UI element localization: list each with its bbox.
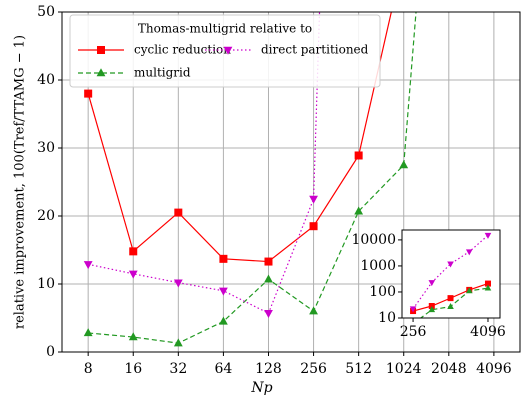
legend-label: multigrid xyxy=(134,66,191,80)
x-tick-label: 1024 xyxy=(386,361,422,377)
marker xyxy=(129,247,138,256)
y-tick-label: 30 xyxy=(37,140,55,156)
x-tick-label: 2048 xyxy=(431,361,467,377)
marker xyxy=(83,261,93,270)
marker xyxy=(354,151,363,160)
series-line xyxy=(88,12,321,315)
inset-background xyxy=(402,230,500,318)
marker xyxy=(465,287,473,294)
x-tick-label: 64 xyxy=(214,361,232,377)
x-axis-label: Np xyxy=(250,380,272,396)
x-tick-label: 32 xyxy=(169,361,187,377)
series-line xyxy=(412,234,489,310)
marker xyxy=(264,310,273,319)
legend-label: direct partitioned xyxy=(261,43,369,57)
y-tick-label: 40 xyxy=(37,72,55,88)
marker xyxy=(484,232,492,239)
series-line xyxy=(87,12,392,263)
inset-frame xyxy=(401,229,501,319)
marker xyxy=(84,89,93,98)
y-tick-label: 10 xyxy=(37,276,55,292)
marker xyxy=(409,306,417,313)
marker xyxy=(128,270,138,279)
marker xyxy=(174,208,183,217)
inset-y-tick-label: 1000 xyxy=(360,258,396,274)
marker xyxy=(128,332,138,341)
y-tick-label: 50 xyxy=(37,4,55,20)
marker xyxy=(484,284,492,291)
legend-box xyxy=(69,14,381,88)
inset-y-tick-label: 10 xyxy=(378,310,396,326)
inset-x-tick-label: 256 xyxy=(400,324,427,340)
marker xyxy=(354,206,364,215)
x-tick-label: 256 xyxy=(300,361,327,377)
series-line xyxy=(88,12,417,344)
y-tick-label: 0 xyxy=(46,344,55,360)
marker xyxy=(96,68,106,77)
marker xyxy=(219,316,228,325)
plot-area xyxy=(83,12,417,347)
marker xyxy=(309,306,318,315)
marker xyxy=(447,261,454,268)
marker xyxy=(97,46,105,54)
x-tick-label: 512 xyxy=(345,361,372,377)
marker xyxy=(447,295,454,302)
x-tick-label: 16 xyxy=(124,361,142,377)
marker xyxy=(173,279,183,288)
legend-label: cyclic reduction xyxy=(134,43,231,57)
marker xyxy=(428,303,435,310)
marker xyxy=(219,287,228,296)
x-tick-label: 4096 xyxy=(476,361,512,377)
axes-frame xyxy=(61,11,521,353)
marker xyxy=(223,46,233,55)
x-tick-label: 128 xyxy=(255,361,282,377)
y-tick-label: 20 xyxy=(37,208,55,224)
x-tick-label: 8 xyxy=(84,361,93,377)
inset-y-tick-label: 100 xyxy=(369,284,396,300)
marker xyxy=(399,160,409,169)
marker xyxy=(173,338,183,347)
inset-x-tick-label: 4096 xyxy=(470,324,506,340)
legend-title: Thomas-multigrid relative to xyxy=(138,22,312,36)
marker xyxy=(484,280,491,287)
y-axis-label: relative improvement, 100(Tref/TTAMG − 1… xyxy=(13,35,28,329)
inset-y-tick-label: 10000 xyxy=(351,232,396,248)
marker xyxy=(447,302,454,309)
marker xyxy=(428,306,436,313)
legend: Thomas-multigrid relative to cyclic reduc… xyxy=(69,14,381,88)
inset-plot xyxy=(409,232,492,318)
marker xyxy=(428,280,436,287)
marker xyxy=(309,195,318,204)
marker xyxy=(309,222,318,231)
marker xyxy=(465,249,473,256)
marker xyxy=(264,257,273,266)
marker xyxy=(83,328,93,337)
marker xyxy=(264,274,273,283)
marker xyxy=(219,254,228,263)
